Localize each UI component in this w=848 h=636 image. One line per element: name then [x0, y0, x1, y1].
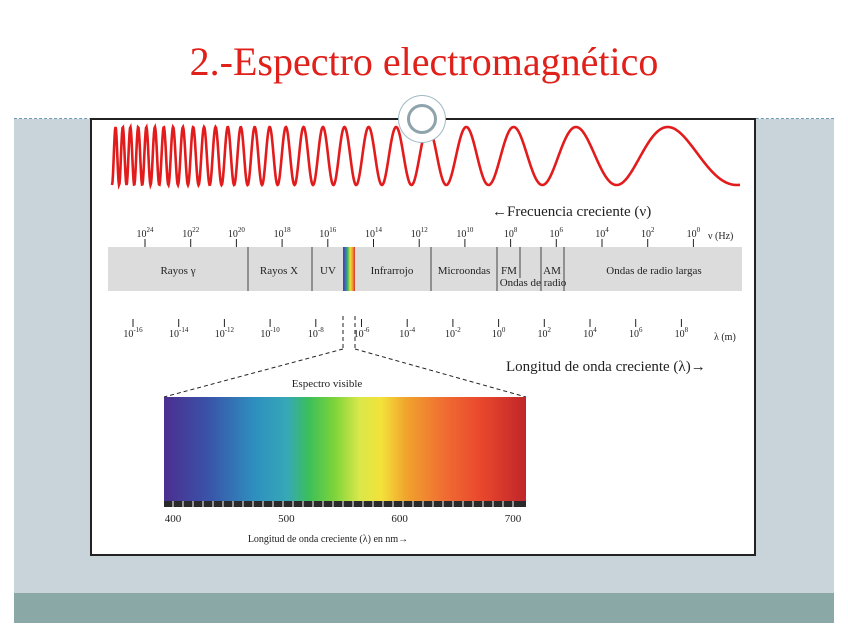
- wavelength-axis: 10-16 10-14 10-12 10-10 10-8 10-6 10-4 10-2 100 1…: [123, 319, 689, 340]
- frequency-tick-label: 1016: [319, 226, 337, 240]
- wavelength-tick-label: 106: [629, 326, 643, 340]
- wavelength-unit: λ (m): [714, 332, 736, 343]
- wavelength-tick-label: 10-8: [308, 326, 324, 340]
- slide-footer-band: [14, 593, 834, 623]
- region-xray: Rayos X: [260, 265, 298, 277]
- wavelength-tick-label: 108: [675, 326, 689, 340]
- frequency-tick-label: 1020: [228, 226, 246, 240]
- frequency-tick-label: 102: [641, 226, 655, 240]
- visible-spectrum-title: Espectro visible: [292, 378, 363, 390]
- frequency-tick-label: 106: [550, 226, 564, 240]
- frequency-unit: ν (Hz): [708, 231, 733, 242]
- wavelength-tick-label: 100: [492, 326, 506, 340]
- frequency-tick-label: 100: [687, 226, 701, 240]
- region-microwave: Microondas: [438, 265, 491, 277]
- slide-title: 2.-Espectro electromagnético: [189, 39, 659, 84]
- frequency-tick-label: 1024: [137, 226, 155, 240]
- wavelength-tick-label: 10-4: [399, 326, 415, 340]
- wavelength-increasing-label: Longitud de onda creciente (λ)→: [506, 359, 706, 375]
- spectrum-figure: ←Frecuencia creciente (ν) 1024 1022 1020 10…: [90, 118, 756, 556]
- decorative-ring: [399, 96, 445, 142]
- region-long-radio: Ondas de radio largas: [606, 265, 701, 277]
- frequency-tick-label: 1022: [182, 226, 200, 240]
- region-infrared: Infrarrojo: [371, 265, 414, 277]
- spectrum-band: [108, 247, 742, 291]
- visible-tick-label: 500: [278, 513, 295, 525]
- spectrum-diagram: ←Frecuencia creciente (ν) 1024 1022 1020 10…: [108, 122, 742, 545]
- visible-spectrum-bar: [164, 397, 526, 501]
- frequency-tick-label: 108: [504, 226, 518, 240]
- frequency-axis: 1024 1022 1020 1018 1016 1014 1012 1010 108 106 10…: [137, 226, 701, 247]
- region-uv: UV: [320, 265, 336, 277]
- visible-tick-label: 600: [391, 513, 408, 525]
- visible-axis-label: Longitud de onda creciente (λ) en nm→: [248, 534, 408, 545]
- frequency-tick-label: 104: [595, 226, 609, 240]
- wavelength-tick-label: 10-12: [215, 326, 235, 340]
- frequency-increasing-label: ←Frecuencia creciente (ν): [492, 204, 651, 220]
- wavelength-tick-label: 10-16: [123, 326, 143, 340]
- wavelength-tick-label: 10-6: [354, 326, 370, 340]
- visible-strip: [343, 247, 355, 291]
- wavelength-tick-label: 10-10: [260, 326, 280, 340]
- region-gamma: Rayos γ: [160, 265, 195, 277]
- frequency-tick-label: 1010: [456, 226, 474, 240]
- wavelength-tick-label: 104: [583, 326, 597, 340]
- wavelength-tick-label: 102: [538, 326, 552, 340]
- frequency-tick-label: 1018: [274, 226, 292, 240]
- region-am: AM: [543, 265, 561, 277]
- wavelength-tick-label: 10-14: [169, 326, 189, 340]
- frequency-tick-label: 1014: [365, 226, 383, 240]
- region-fm: FM: [501, 265, 517, 277]
- frequency-tick-label: 1012: [411, 226, 429, 240]
- region-radio-waves: Ondas de radio: [500, 277, 567, 289]
- visible-axis: 400 500 600 700: [165, 501, 522, 525]
- wavelength-tick-label: 10-2: [445, 326, 461, 340]
- visible-tick-label: 700: [505, 513, 522, 525]
- visible-tick-label: 400: [165, 513, 182, 525]
